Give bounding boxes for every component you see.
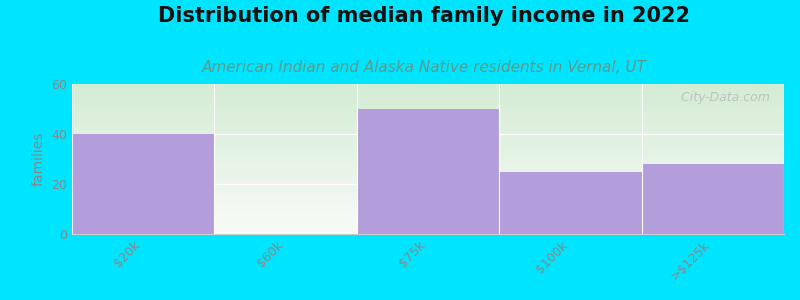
Bar bbox=[499, 172, 642, 234]
Bar bbox=[357, 109, 499, 234]
Bar bbox=[72, 134, 214, 234]
Bar bbox=[642, 164, 784, 234]
Text: American Indian and Alaska Native residents in Vernal, UT: American Indian and Alaska Native reside… bbox=[202, 60, 646, 75]
Text: Distribution of median family income in 2022: Distribution of median family income in … bbox=[158, 6, 690, 26]
Text: City-Data.com: City-Data.com bbox=[673, 92, 770, 104]
Y-axis label: families: families bbox=[32, 132, 46, 186]
